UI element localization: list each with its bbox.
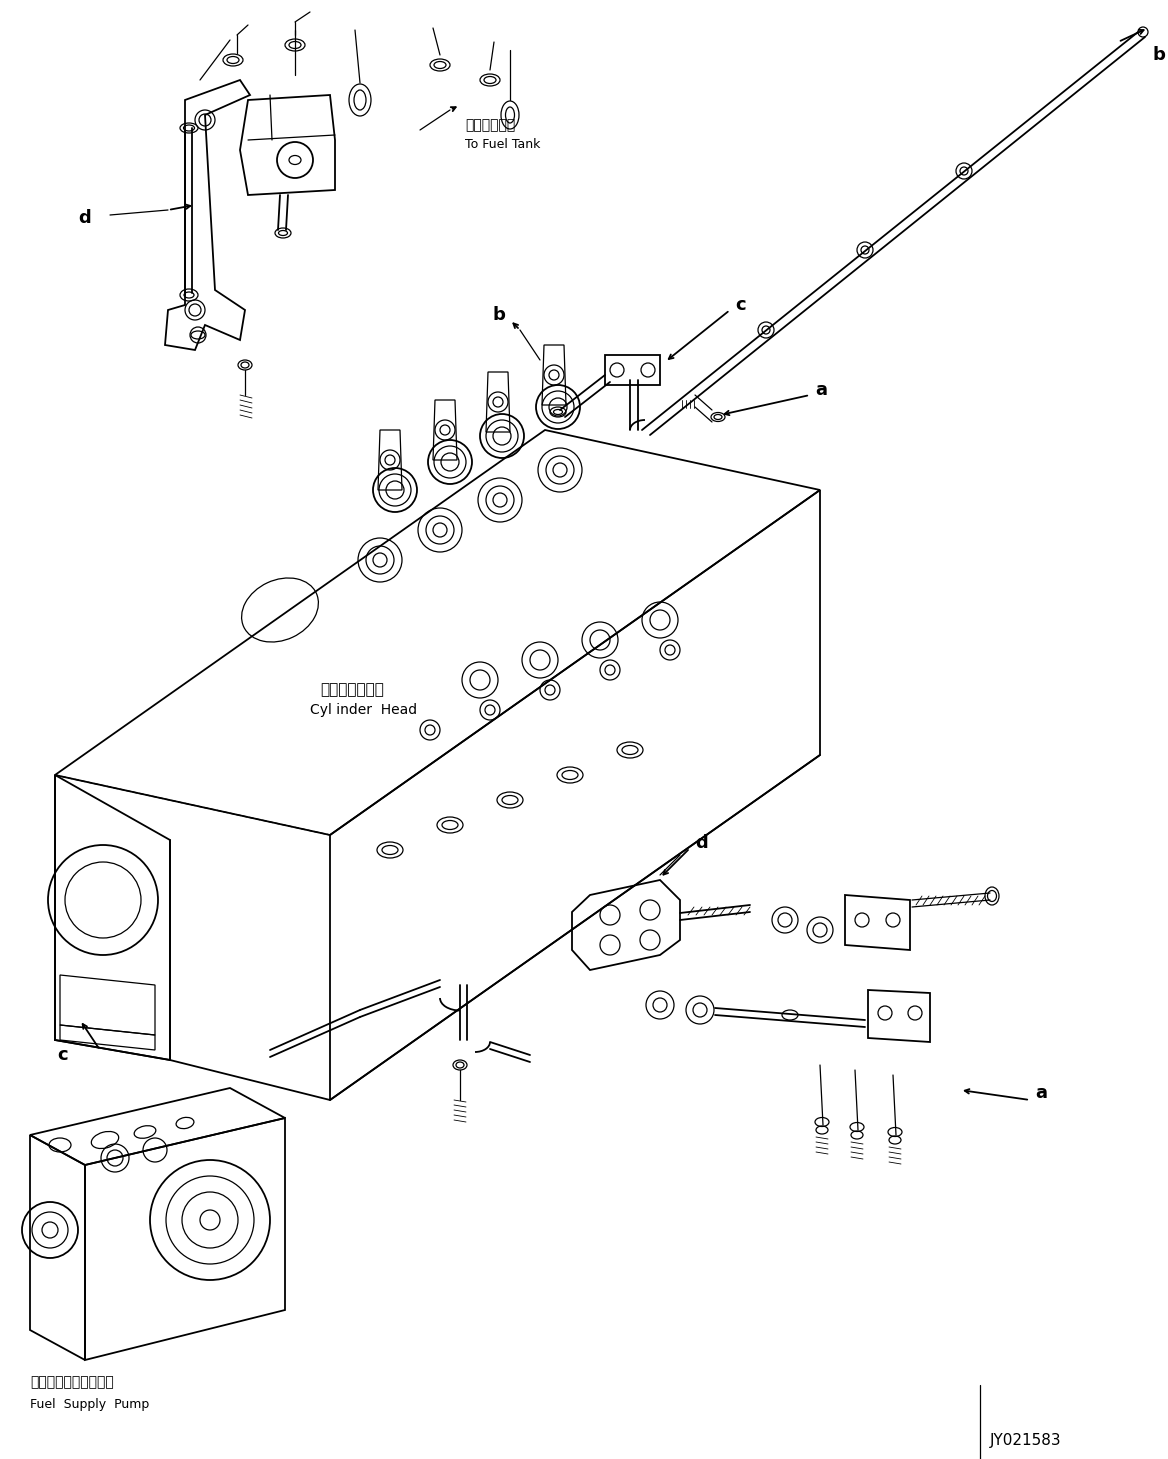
Text: b: b [1152, 47, 1164, 64]
Text: 燃料タンクへ: 燃料タンクへ [465, 118, 515, 131]
Text: b: b [492, 306, 505, 324]
Text: d: d [78, 209, 91, 228]
Text: Cyl inder  Head: Cyl inder Head [310, 703, 417, 716]
Text: JY021583: JY021583 [990, 1433, 1062, 1447]
Text: フェルサプライポンプ: フェルサプライポンプ [30, 1374, 113, 1389]
Text: d: d [695, 835, 708, 852]
Text: To Fuel Tank: To Fuel Tank [465, 139, 541, 152]
Text: a: a [815, 381, 827, 398]
Text: c: c [57, 1046, 68, 1064]
Text: シリンダヘッド: シリンダヘッド [320, 683, 384, 697]
Text: c: c [735, 296, 745, 314]
Text: Fuel  Supply  Pump: Fuel Supply Pump [30, 1398, 150, 1411]
Text: a: a [1035, 1084, 1047, 1102]
